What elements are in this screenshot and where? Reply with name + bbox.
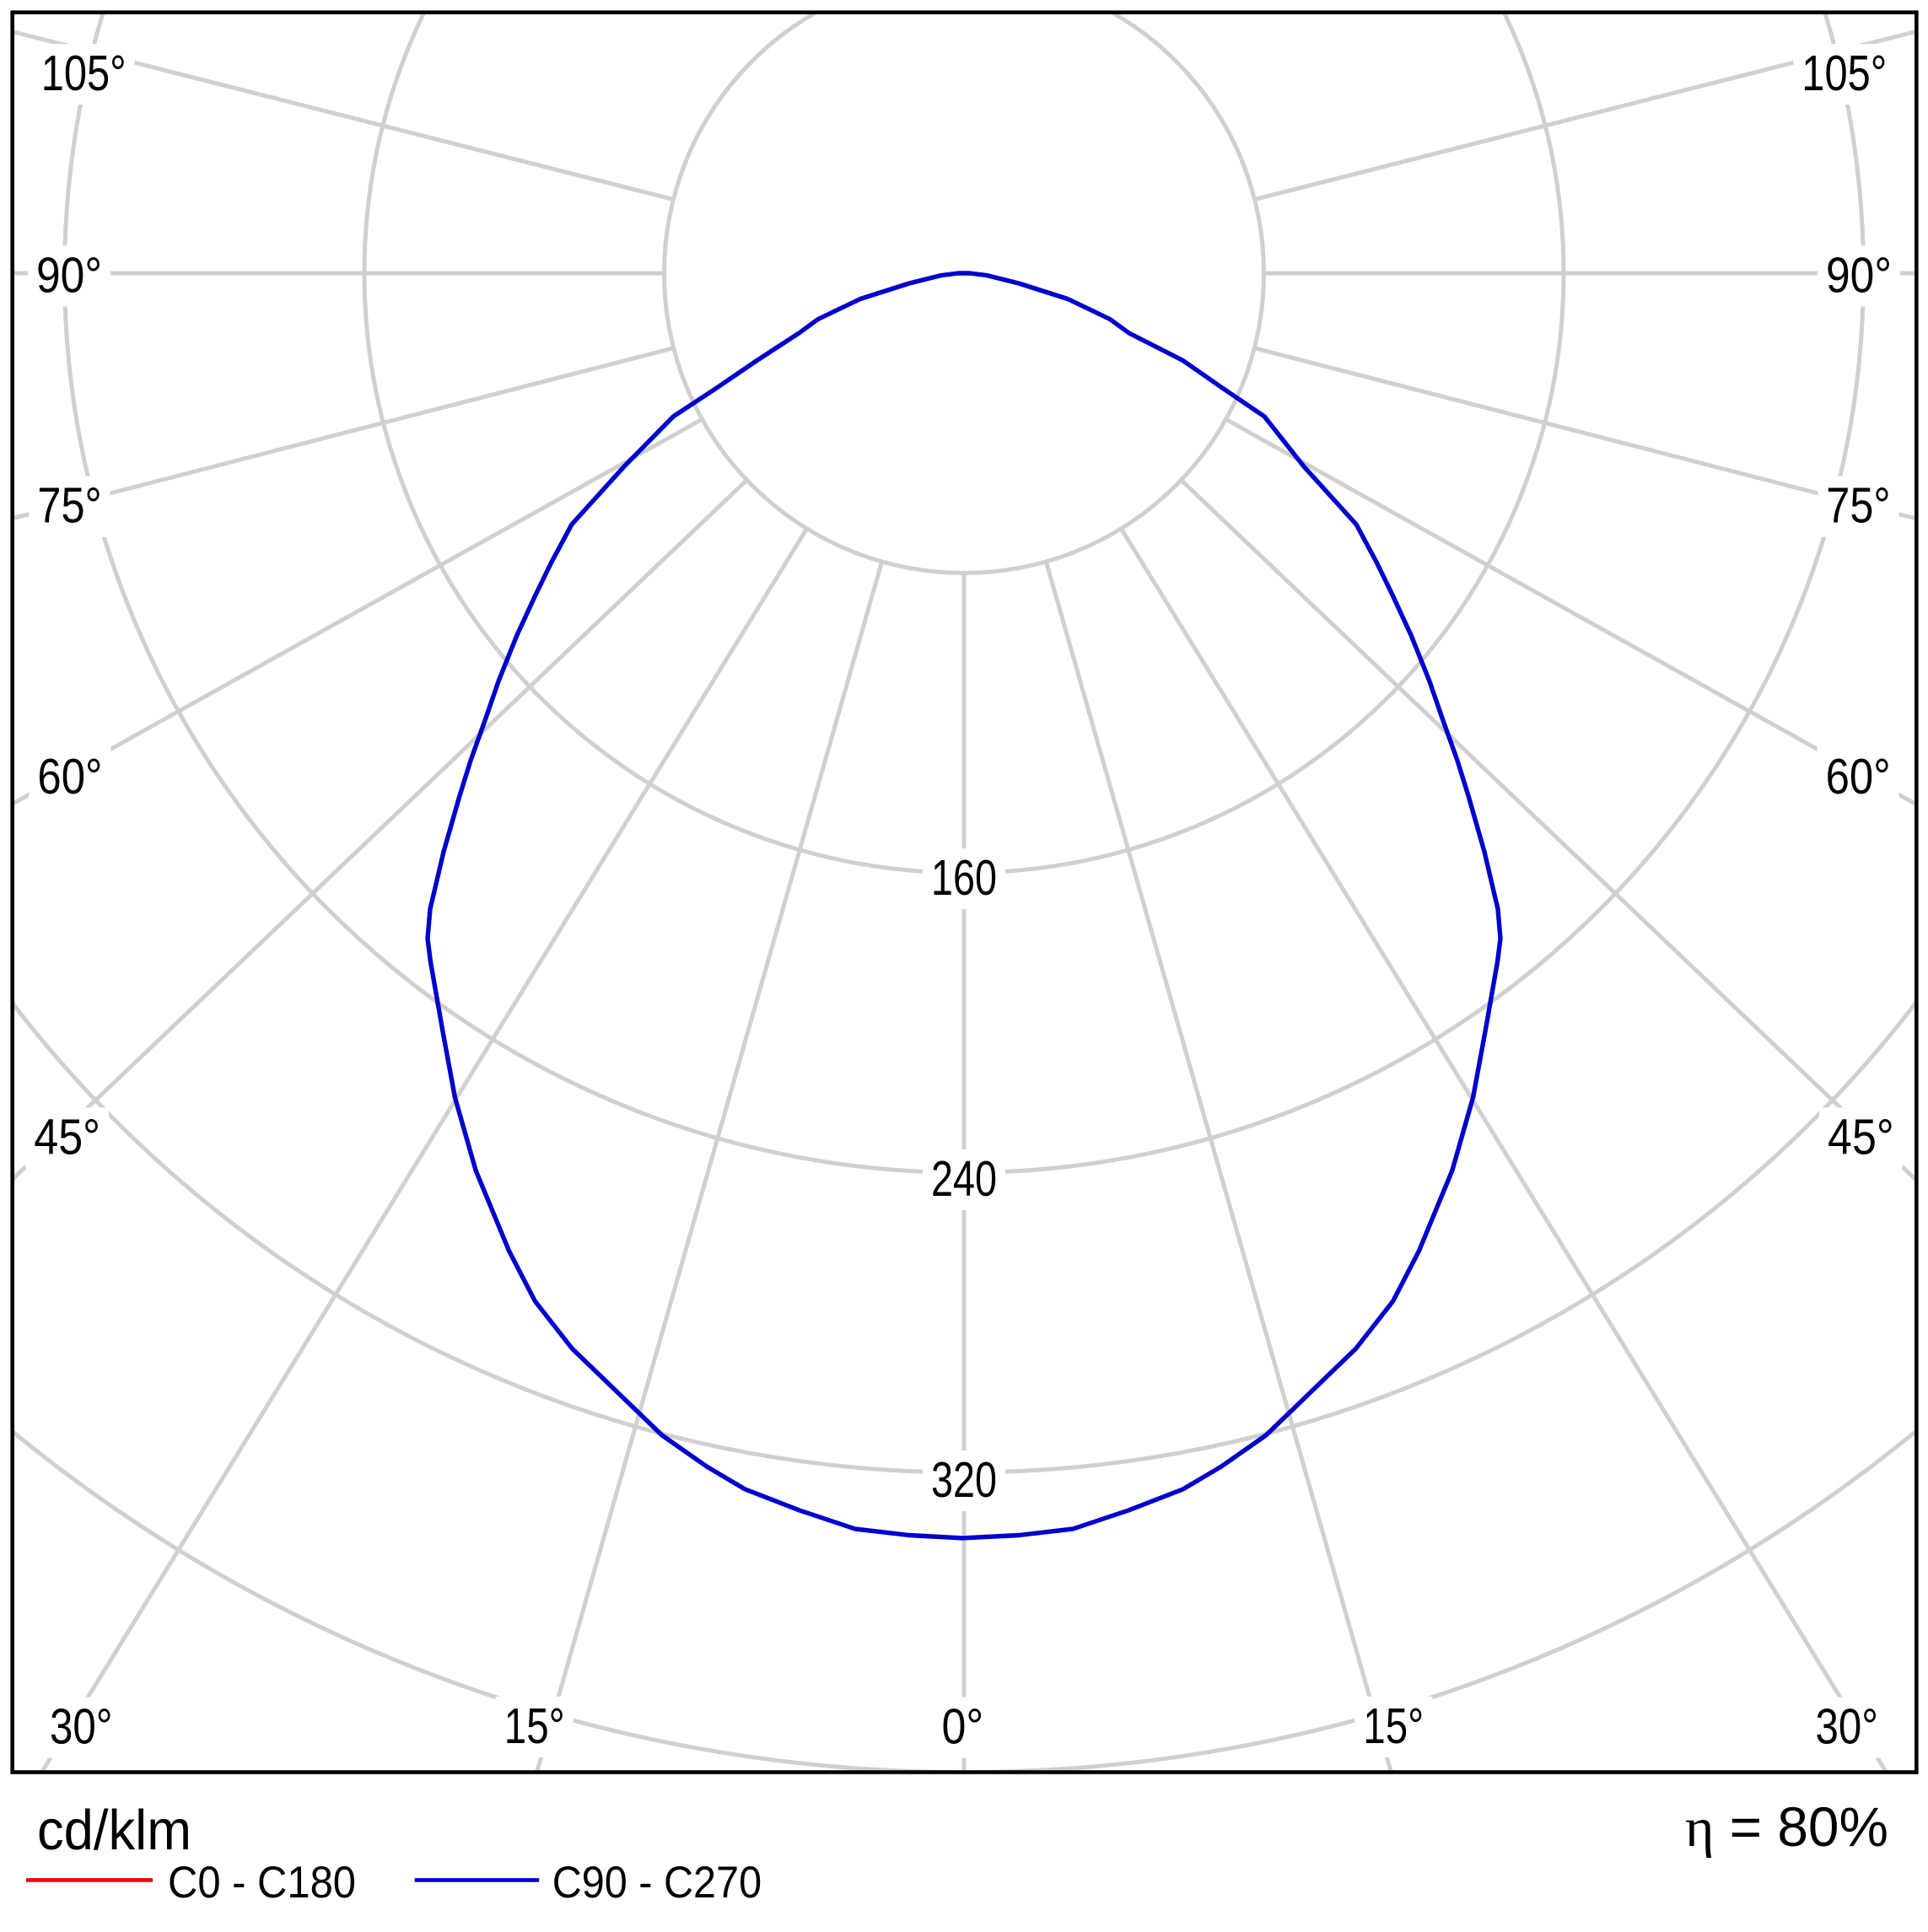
svg-text:320: 320 [931,1452,997,1508]
svg-text:60°: 60° [1826,749,1891,805]
svg-text:30°: 30° [1816,1699,1879,1755]
svg-text:75°: 75° [37,478,101,534]
svg-text:C90 - C270: C90 - C270 [552,1858,762,1908]
svg-text:160: 160 [931,850,997,906]
svg-text:η = 80%: η = 80% [1685,1795,1888,1859]
svg-text:15°: 15° [1363,1698,1424,1754]
svg-text:105°: 105° [1801,46,1887,101]
svg-text:45°: 45° [1828,1109,1894,1165]
svg-text:90°: 90° [1826,247,1892,303]
svg-text:30°: 30° [50,1699,113,1755]
svg-text:cd/klm: cd/klm [37,1799,191,1862]
svg-text:75°: 75° [1826,478,1890,534]
svg-text:105°: 105° [41,46,127,101]
svg-text:45°: 45° [34,1109,100,1165]
svg-text:C0 - C180: C0 - C180 [168,1858,356,1908]
svg-text:90°: 90° [36,247,102,303]
svg-text:0°: 0° [942,1699,984,1755]
svg-text:60°: 60° [37,749,102,805]
svg-text:240: 240 [931,1151,997,1207]
svg-text:15°: 15° [504,1698,565,1754]
